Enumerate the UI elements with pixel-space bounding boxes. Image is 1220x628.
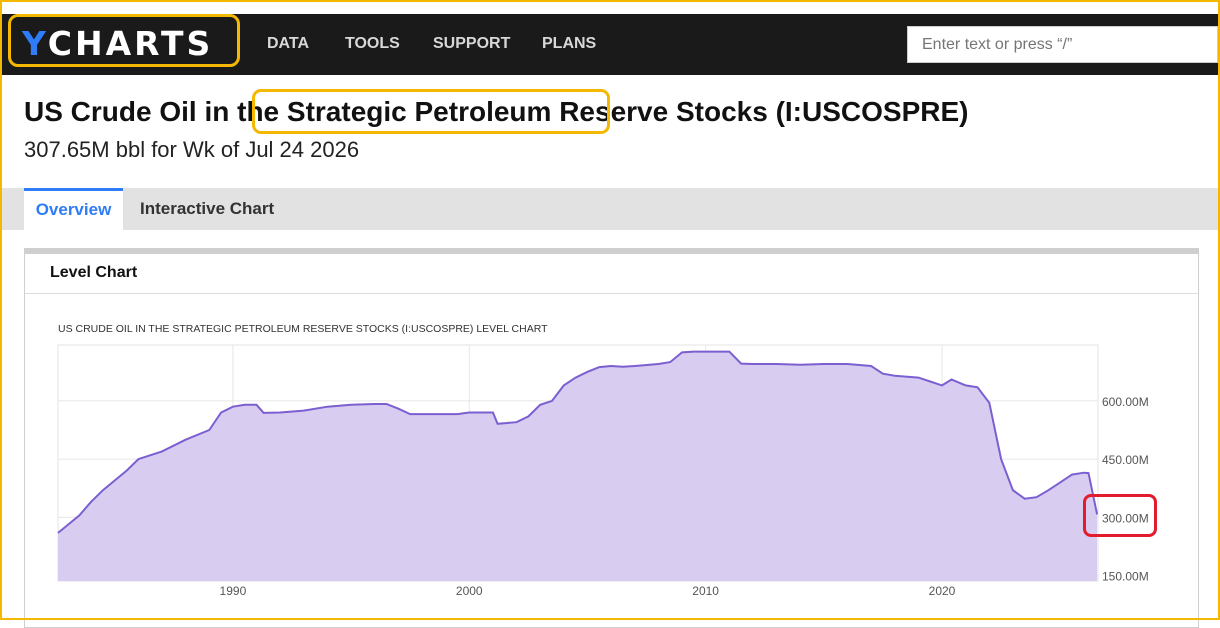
tab-interactive-chart[interactable]: Interactive Chart: [140, 199, 275, 218]
y-tick-label: 300.00M: [1102, 511, 1149, 525]
page-subtitle: 307.65M bbl for Wk of Jul 24 2026: [24, 137, 360, 162]
search-input[interactable]: [907, 26, 1218, 63]
panel-header: Level Chart: [25, 254, 1198, 294]
panel-title: Level Chart: [50, 264, 138, 281]
tab-overview[interactable]: Overview: [24, 188, 123, 230]
top-navbar: YCHARTS DATA TOOLS SUPPORT PLANS: [2, 14, 1218, 75]
nav-data[interactable]: DATA: [267, 35, 310, 52]
nav-plans[interactable]: PLANS: [542, 35, 597, 52]
chart-title: US Crude Oil in the Strategic Petroleum …: [58, 323, 548, 335]
series-line: [57, 350, 1099, 534]
x-tick-label: 1990: [220, 584, 247, 598]
nav-support[interactable]: SUPPORT: [433, 35, 511, 52]
tab-bar: Overview Interactive Chart: [2, 188, 1218, 230]
nav-tools[interactable]: TOOLS: [345, 35, 400, 52]
latest-value-highlight: [1083, 494, 1157, 537]
page-title: US Crude Oil in the Strategic Petroleum …: [24, 96, 969, 127]
y-tick-label: 150.00M: [1102, 570, 1149, 584]
title-highlight: [252, 89, 610, 134]
x-tick-label: 2000: [456, 584, 483, 598]
x-tick-label: 2010: [692, 584, 719, 598]
logo-highlight: [8, 14, 240, 67]
x-tick-label: 2020: [929, 584, 956, 598]
ycharts-logo[interactable]: YCHARTS: [22, 24, 214, 63]
y-tick-label: 600.00M: [1102, 395, 1149, 409]
y-tick-label: 450.00M: [1102, 453, 1149, 467]
